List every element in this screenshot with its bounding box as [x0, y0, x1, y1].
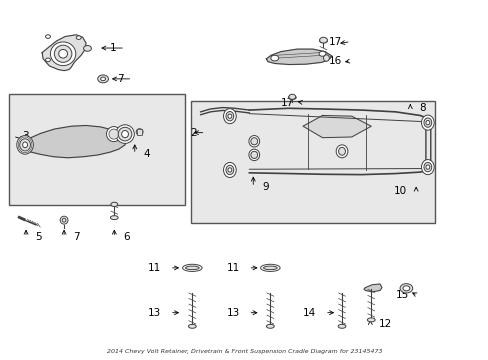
Ellipse shape: [101, 77, 105, 81]
Ellipse shape: [223, 162, 236, 177]
Polygon shape: [266, 49, 331, 64]
Ellipse shape: [62, 218, 66, 222]
Ellipse shape: [319, 39, 327, 43]
Ellipse shape: [17, 135, 33, 154]
Polygon shape: [363, 284, 381, 292]
Bar: [9, 94, 184, 205]
Ellipse shape: [288, 94, 295, 99]
Ellipse shape: [423, 162, 431, 172]
Ellipse shape: [225, 165, 233, 175]
Text: 5: 5: [35, 232, 41, 242]
Text: 13: 13: [226, 308, 239, 318]
Ellipse shape: [423, 118, 431, 127]
Polygon shape: [19, 126, 126, 158]
Text: 15: 15: [395, 291, 408, 301]
Ellipse shape: [323, 55, 329, 61]
Ellipse shape: [110, 216, 118, 220]
Ellipse shape: [227, 114, 231, 118]
Ellipse shape: [122, 131, 128, 138]
Text: 7: 7: [117, 74, 123, 84]
Text: 16: 16: [328, 56, 341, 66]
Polygon shape: [42, 35, 86, 71]
Ellipse shape: [248, 135, 259, 147]
Ellipse shape: [227, 168, 231, 172]
Ellipse shape: [111, 202, 118, 207]
Text: 17: 17: [328, 37, 341, 46]
Text: 1: 1: [109, 43, 116, 53]
Ellipse shape: [188, 324, 196, 328]
Text: 11: 11: [147, 263, 161, 273]
Ellipse shape: [319, 51, 325, 56]
Ellipse shape: [248, 149, 259, 161]
Text: 9: 9: [262, 182, 268, 192]
Ellipse shape: [425, 121, 429, 125]
Ellipse shape: [319, 37, 327, 43]
Ellipse shape: [337, 324, 345, 328]
Ellipse shape: [60, 216, 68, 224]
Ellipse shape: [250, 151, 257, 158]
Ellipse shape: [106, 127, 121, 141]
Polygon shape: [303, 116, 370, 138]
Text: 2014 Chevy Volt Retainer, Drivetrain & Front Suspension Cradle Diagram for 23145: 2014 Chevy Volt Retainer, Drivetrain & F…: [106, 349, 382, 354]
Ellipse shape: [45, 35, 50, 39]
Text: 14: 14: [302, 308, 316, 318]
Ellipse shape: [83, 45, 91, 51]
Text: 11: 11: [226, 263, 239, 273]
Text: 6: 6: [123, 232, 129, 242]
Ellipse shape: [50, 42, 76, 66]
Ellipse shape: [109, 129, 119, 139]
Ellipse shape: [20, 139, 30, 151]
Ellipse shape: [223, 109, 236, 124]
Ellipse shape: [421, 159, 433, 175]
Text: 13: 13: [147, 308, 161, 318]
Ellipse shape: [288, 95, 296, 99]
Ellipse shape: [263, 266, 277, 270]
Text: 10: 10: [393, 186, 407, 197]
Ellipse shape: [22, 142, 27, 148]
Text: 7: 7: [73, 232, 80, 242]
Ellipse shape: [425, 165, 429, 169]
Bar: [190, 101, 434, 223]
Text: 3: 3: [21, 131, 28, 141]
Ellipse shape: [402, 286, 409, 291]
Ellipse shape: [335, 145, 347, 158]
Ellipse shape: [136, 129, 143, 135]
Bar: [137, 129, 142, 135]
Text: 2: 2: [190, 128, 196, 138]
Ellipse shape: [260, 264, 280, 271]
Ellipse shape: [185, 266, 199, 270]
Ellipse shape: [266, 324, 274, 328]
Ellipse shape: [59, 49, 67, 58]
Ellipse shape: [182, 264, 202, 271]
Ellipse shape: [338, 147, 345, 155]
Ellipse shape: [98, 75, 108, 83]
Ellipse shape: [366, 318, 374, 322]
Text: 12: 12: [378, 319, 391, 329]
Ellipse shape: [399, 284, 412, 293]
Ellipse shape: [250, 138, 257, 145]
Ellipse shape: [54, 45, 72, 62]
Ellipse shape: [225, 112, 233, 121]
Ellipse shape: [118, 127, 132, 141]
Text: 4: 4: [143, 149, 150, 159]
Ellipse shape: [421, 115, 433, 130]
Text: 8: 8: [418, 103, 425, 113]
Text: 17: 17: [281, 98, 294, 108]
Ellipse shape: [45, 58, 50, 62]
Ellipse shape: [116, 125, 134, 143]
Ellipse shape: [270, 55, 278, 61]
Ellipse shape: [76, 36, 81, 40]
